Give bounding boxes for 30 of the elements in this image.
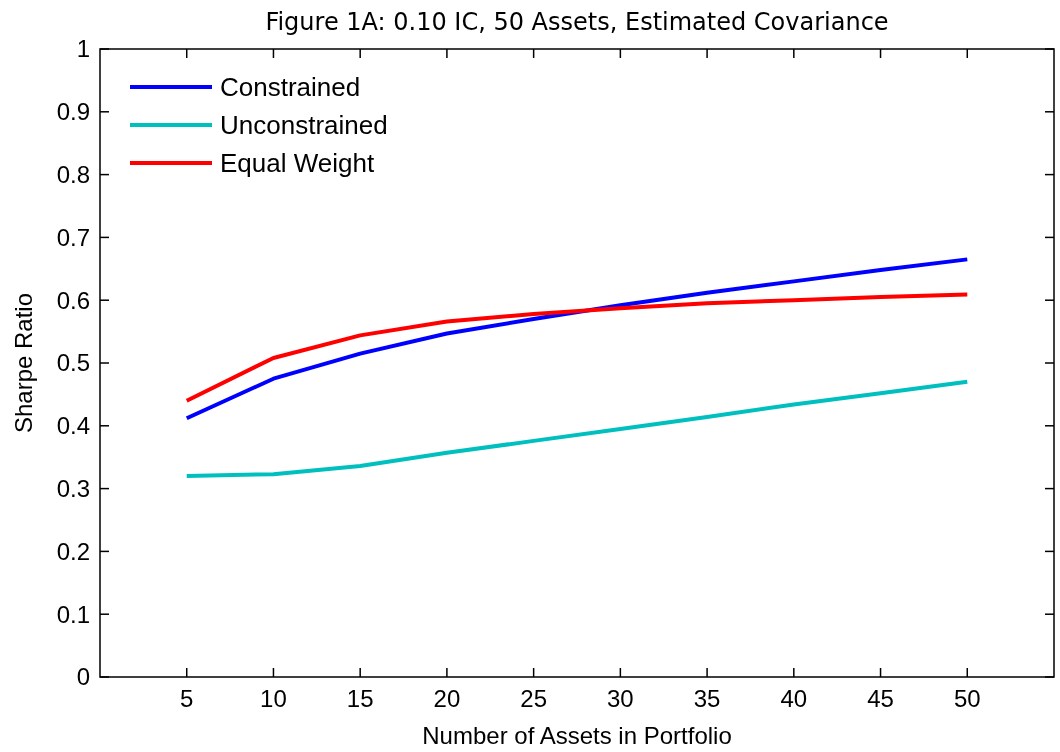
y-tick-label: 0.2 (56, 537, 90, 565)
x-axis-title: Number of Assets in Portfolio (422, 722, 732, 749)
x-tick-label: 50 (953, 685, 981, 712)
y-tick-label: 0 (76, 663, 90, 691)
y-tick-label: 0.7 (56, 223, 90, 251)
x-tick-label: 20 (433, 685, 461, 712)
line-series (184, 292, 970, 403)
line-series (184, 257, 970, 421)
y-tick-label: 0.3 (56, 475, 90, 502)
y-tick-label: 0.9 (56, 98, 90, 126)
y-tick-label: 0.1 (56, 600, 90, 628)
chart-title: Figure 1A: 0.10 IC, 50 Assets, Estimated Covariance (265, 8, 889, 36)
x-tick-label: 40 (780, 685, 808, 712)
x-tick-label: 35 (693, 685, 721, 712)
x-tick-label: 5 (180, 685, 194, 712)
legend-label: Unconstrained (220, 110, 388, 141)
y-tick-label: 0.5 (56, 349, 90, 377)
x-tick-label: 30 (607, 685, 634, 712)
y-tick-label: 0.8 (56, 161, 90, 188)
y-tick-label: 1 (76, 35, 90, 63)
legend-label: Equal Weight (220, 148, 375, 179)
y-tick-label: 0.6 (56, 286, 90, 314)
line-series (184, 379, 970, 479)
y-axis-title: Sharpe Ratio (10, 292, 37, 434)
x-tick-label: 45 (867, 685, 894, 712)
y-tick-label: 0.4 (56, 412, 90, 440)
x-tick-label: 10 (260, 685, 287, 712)
legend-label: Constrained (220, 72, 361, 103)
x-tick-label: 15 (346, 685, 374, 712)
x-tick-label: 25 (520, 685, 547, 712)
